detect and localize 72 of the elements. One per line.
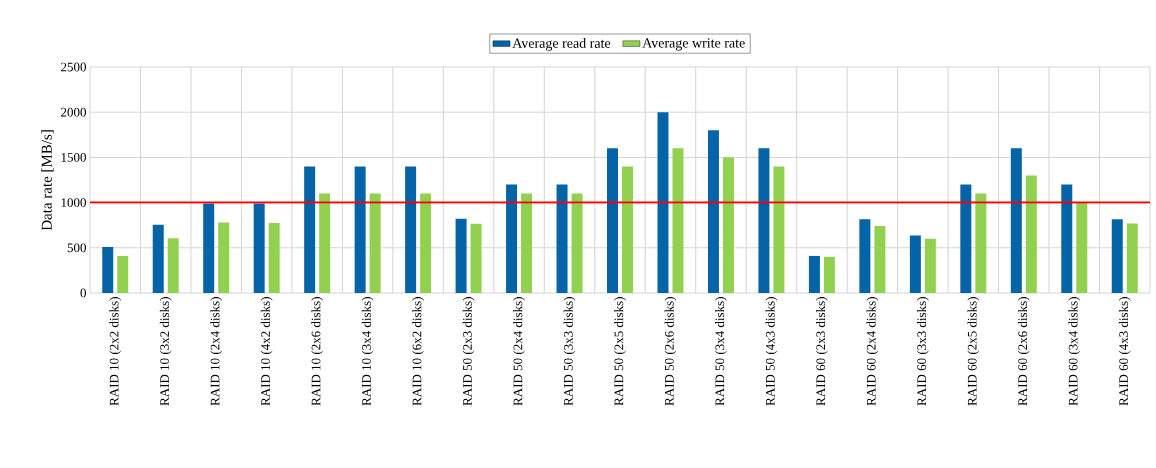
bar	[622, 166, 633, 293]
x-tick-label: RAID 60 (4x3 disks)	[1118, 297, 1131, 406]
bar	[909, 235, 921, 293]
bar	[152, 224, 164, 293]
bar	[859, 219, 871, 293]
bar	[218, 222, 230, 293]
x-tick-label: RAID 60 (2x3 disks)	[816, 297, 828, 406]
bar	[823, 256, 835, 293]
bar	[672, 148, 684, 293]
bar	[369, 193, 381, 293]
x-tick-label: RAID 10 (2x2 disks)	[109, 297, 122, 406]
y-tick-label: 500	[67, 243, 86, 253]
x-tick-label: RAID 50 (2x5 disks)	[614, 297, 626, 406]
bar	[556, 184, 568, 293]
bar	[571, 193, 583, 293]
bar	[808, 255, 820, 293]
bar	[102, 246, 114, 293]
bar	[1126, 223, 1138, 293]
x-tick-label: RAID 10 (2x6 disks)	[311, 297, 324, 406]
x-tick-label: RAID 60 (2x4 disks)	[866, 297, 879, 406]
y-tick-label: 2500	[61, 62, 86, 72]
x-tick-label: RAID 50 (2x3 disks)	[462, 297, 475, 406]
bar	[405, 166, 417, 293]
bar	[253, 203, 265, 293]
x-tick-label: RAID 50 (2x4 disks)	[513, 297, 525, 406]
bar	[304, 166, 316, 293]
legend-label: Average read rate	[512, 38, 611, 51]
bar	[203, 203, 215, 293]
x-tick-label: RAID 10 (3x4 disks)	[361, 297, 374, 406]
y-tick-label: 2000	[61, 107, 86, 117]
bar	[975, 193, 987, 293]
bar	[319, 193, 331, 293]
x-tick-label: RAID 10 (4x2 disks)	[260, 297, 273, 406]
bar	[1111, 219, 1123, 293]
x-tick-label: RAID 50 (4x3 disks)	[765, 297, 778, 406]
bar	[874, 226, 886, 293]
bar	[707, 130, 719, 293]
bar	[521, 193, 533, 293]
bar	[924, 238, 936, 293]
x-tick-label: RAID 50 (2x6 disks)	[664, 297, 677, 406]
x-tick-label: RAID 10 (6x2 disks)	[412, 297, 424, 406]
legend-label: Average write rate	[642, 38, 745, 51]
bar	[1025, 175, 1037, 293]
x-tick-label: RAID 10 (3x2 disks)	[159, 297, 172, 406]
y-axis-title: Data rate [MB/s]	[41, 130, 54, 231]
x-tick-label: RAID 60 (2x5 disks)	[967, 297, 980, 406]
x-tick-label: RAID 60 (3x3 disks)	[916, 297, 929, 406]
bar	[607, 148, 619, 293]
x-tick-label: RAID 10 (2x4 disks)	[210, 297, 223, 406]
bar	[1010, 148, 1022, 293]
x-tick-label: RAID 60 (2x6 disks)	[1017, 297, 1030, 406]
bar	[773, 166, 785, 293]
y-tick-label: 1000	[61, 198, 86, 207]
y-tick-label: 1500	[61, 153, 86, 162]
bar	[470, 223, 482, 293]
x-tick-label: RAID 60 (3x4 disks)	[1068, 297, 1081, 406]
bar	[1061, 184, 1073, 293]
bar	[722, 157, 734, 293]
bar	[960, 184, 972, 293]
bar	[354, 166, 366, 293]
bar	[420, 193, 432, 293]
y-tick-label: 0	[80, 288, 86, 298]
bar	[167, 238, 179, 293]
bar	[657, 112, 669, 293]
bar	[268, 222, 280, 293]
bar	[117, 255, 129, 293]
bar	[758, 148, 770, 293]
x-tick-label: RAID 50 (3x3 disks)	[563, 297, 576, 406]
bar	[506, 184, 518, 293]
bar	[455, 218, 467, 293]
x-tick-label: RAID 50 (3x4 disks)	[715, 297, 727, 406]
bar	[1076, 202, 1088, 293]
